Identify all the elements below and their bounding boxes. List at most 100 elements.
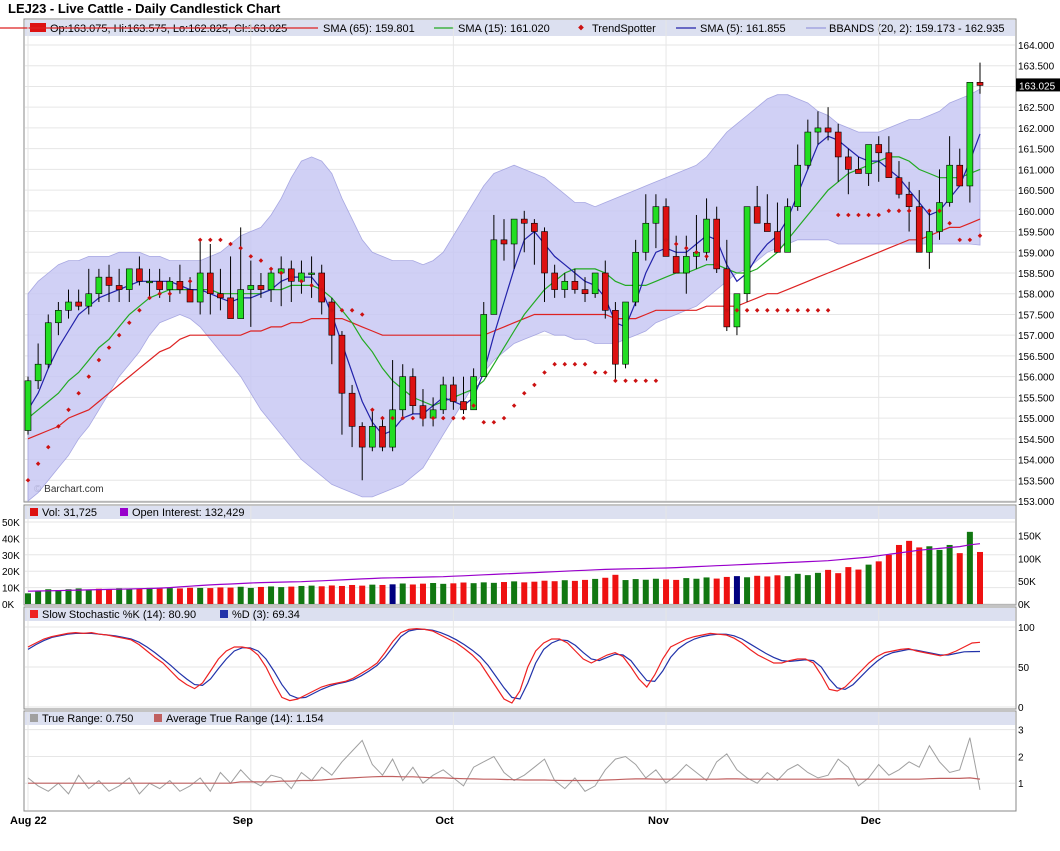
trendspotter-marker [390, 415, 395, 421]
volume-bar [723, 576, 730, 604]
sma15-line [27, 156, 981, 419]
volume-bar [541, 580, 548, 604]
bollinger-band-area [27, 88, 981, 502]
volume-bar [176, 588, 183, 604]
candle-body [399, 376, 407, 411]
trendspotter-marker [542, 370, 547, 375]
volume-bar [733, 576, 740, 604]
volume-bar [308, 585, 315, 604]
trendspotter-marker [268, 266, 274, 272]
volume-bar [956, 553, 963, 604]
candle-body [460, 401, 467, 411]
candle-body [845, 156, 852, 170]
trendspotter-marker [521, 390, 527, 396]
volume-bar [703, 577, 710, 604]
candle-body [875, 144, 883, 154]
open-interest-tick-label: 150K [1018, 532, 1042, 543]
trendspotter-marker [451, 415, 456, 421]
candle-body [389, 409, 396, 448]
legend-atr: Average True Range (14): 1.154 [166, 713, 324, 725]
candle-body [905, 193, 913, 207]
trendspotter-marker [461, 415, 466, 421]
volume-tick-label: 40K [2, 534, 20, 545]
legend-tr-swatch [30, 714, 38, 722]
price-tick-label: 154.000 [1018, 456, 1055, 467]
candle-body [65, 301, 72, 311]
volume-bar [470, 583, 477, 604]
legend-sma5: SMA (5): 161.855 [700, 23, 786, 35]
candle-body [764, 222, 771, 232]
trendspotter-marker [339, 308, 345, 313]
volume-bar [632, 579, 639, 604]
trendspotter-marker [299, 279, 304, 284]
candle-body [115, 285, 123, 290]
open-interest-tick-label: 100K [1018, 554, 1042, 565]
volume-bar [865, 564, 872, 604]
trendspotter-marker [86, 374, 92, 379]
trendspotter-marker [613, 378, 618, 384]
candle-body [369, 426, 376, 448]
candle-body [601, 272, 609, 311]
trendspotter-marker [96, 357, 102, 363]
candle-body [196, 272, 204, 303]
legend-stochk: Slow Stochastic %K (14): 80.90 [42, 609, 196, 621]
trendspotter-marker [491, 419, 497, 425]
candle-body [34, 363, 42, 382]
volume-panel [23, 504, 1017, 606]
candle-body [55, 310, 62, 324]
volume-bar [369, 584, 376, 604]
volume-tick-label: 0K [2, 600, 15, 611]
true-range-tick-label: 3 [1018, 726, 1024, 737]
volume-bar [966, 531, 973, 604]
candle-body [976, 82, 984, 86]
price-panel [23, 18, 1017, 503]
volume-bar [419, 583, 426, 604]
volume-bar [612, 574, 619, 604]
volume-bar [35, 590, 42, 604]
volume-bar [136, 588, 143, 604]
candle-body [915, 206, 923, 253]
candle-body [217, 293, 224, 299]
volume-bar [116, 588, 123, 604]
candle-body [439, 384, 447, 411]
sma65-line [27, 218, 981, 440]
candle-body [632, 251, 639, 303]
candle-body [895, 177, 903, 195]
legend-sma15: SMA (15): 161.020 [458, 23, 550, 35]
candle-body [682, 256, 690, 274]
legend-oi-swatch [120, 508, 128, 516]
trendspotter-marker [440, 415, 446, 421]
trendspotter-marker [157, 291, 162, 296]
volume-bar [855, 569, 862, 604]
candle-body [784, 206, 791, 253]
candle-body [510, 218, 518, 245]
volume-tick-label: 30K [2, 551, 20, 562]
volume-bar [946, 544, 953, 604]
volume-bar [784, 576, 791, 604]
open-interest-line [27, 543, 981, 592]
trendspotter-marker [592, 370, 598, 375]
price-tick-label: 164.000 [1018, 41, 1055, 52]
candle-body [125, 268, 133, 290]
volume-bar [146, 587, 153, 604]
volume-bar [895, 544, 902, 604]
candle-body [358, 426, 366, 448]
candle-body [450, 384, 457, 402]
volume-bar [602, 577, 609, 604]
volume-bar [936, 549, 943, 604]
candle-body [814, 127, 822, 133]
volume-bar [338, 585, 345, 604]
volume-bar [166, 588, 173, 604]
trendspotter-marker [501, 415, 507, 421]
candle-body [206, 272, 214, 295]
candle-body [136, 268, 143, 282]
volume-bar [592, 578, 599, 604]
volume-bar [652, 578, 659, 604]
price-tick-label: 155.500 [1018, 393, 1055, 404]
moving-averages [27, 133, 981, 440]
candle-body [743, 206, 751, 295]
candle-body [642, 222, 650, 253]
price-legend-bar [25, 20, 1015, 36]
volume-bar [65, 589, 72, 604]
